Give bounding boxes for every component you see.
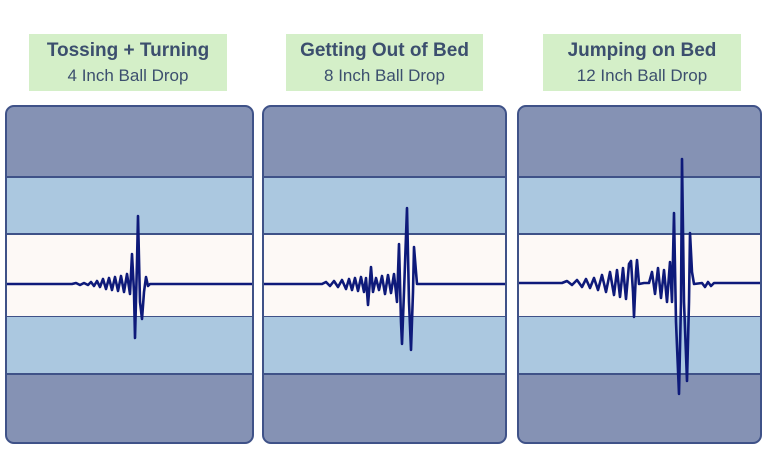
panel-title: Jumping on Bed xyxy=(567,40,717,61)
upper-middle-band xyxy=(7,176,252,234)
upper-middle-band xyxy=(519,176,760,234)
panel-subtitle: 12 Inch Ball Drop xyxy=(576,66,708,85)
lower-middle-band xyxy=(519,317,760,375)
motion-waveform xyxy=(519,157,760,396)
center-band xyxy=(264,233,505,318)
waveform-panel-getting-out-of-bed xyxy=(262,105,507,444)
label-tossing-turning: Tossing + Turning 4 Inch Ball Drop xyxy=(29,34,227,91)
waveform-panel-tossing-turning xyxy=(5,105,254,444)
label-jumping-on-bed: Jumping on Bed 12 Inch Ball Drop xyxy=(543,34,741,91)
panel-subtitle: 4 Inch Ball Drop xyxy=(67,66,189,85)
label-getting-out-of-bed: Getting Out of Bed 8 Inch Ball Drop xyxy=(286,34,483,91)
panel-title: Tossing + Turning xyxy=(46,40,210,61)
motion-waveform xyxy=(7,214,252,340)
motion-waveform xyxy=(264,206,505,352)
panel-subtitle: 8 Inch Ball Drop xyxy=(324,66,445,85)
waveform-panel-jumping-on-bed xyxy=(517,105,762,444)
center-band xyxy=(7,233,252,318)
lower-middle-band xyxy=(264,317,505,375)
lower-middle-band xyxy=(7,317,252,375)
upper-middle-band xyxy=(264,176,505,234)
panel-title: Getting Out of Bed xyxy=(300,40,469,61)
